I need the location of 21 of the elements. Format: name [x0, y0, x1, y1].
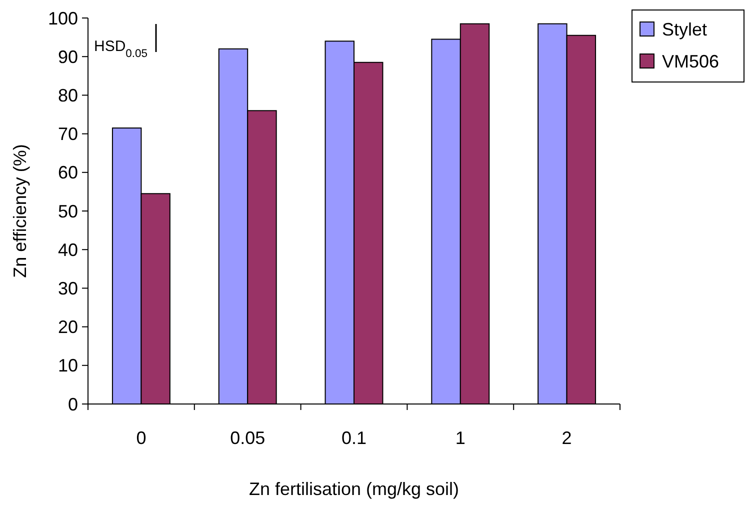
y-tick-label: 10 — [58, 356, 78, 376]
y-tick-label: 90 — [58, 46, 78, 67]
y-tick-label: 0 — [68, 394, 78, 414]
x-tick-label: 2 — [562, 428, 572, 448]
x-tick-label: 0.05 — [230, 428, 266, 448]
y-axis-title: Zn efficiency (%) — [10, 144, 30, 278]
legend-label: VM506 — [662, 51, 720, 72]
y-tick-label: 80 — [58, 86, 78, 106]
y-tick-label: 50 — [58, 201, 78, 222]
y-tick-label: 30 — [58, 278, 78, 298]
x-tick-label: 0 — [136, 428, 146, 448]
y-tick-label: 40 — [58, 240, 78, 260]
annotation: HSD$_{0.05}$ — [94, 38, 148, 60]
x-axis-title: Zn fertilisation (mg/kg soil) — [248, 479, 460, 499]
x-tick-label: 1 — [455, 428, 466, 448]
y-tick-label: 70 — [58, 124, 78, 144]
legend-label: Stylet — [662, 19, 708, 40]
x-tick-label: 0.1 — [341, 428, 367, 448]
y-tick-label: 20 — [58, 317, 78, 338]
y-tick-label: 100 — [48, 8, 78, 28]
y-tick-label: 60 — [58, 162, 78, 183]
